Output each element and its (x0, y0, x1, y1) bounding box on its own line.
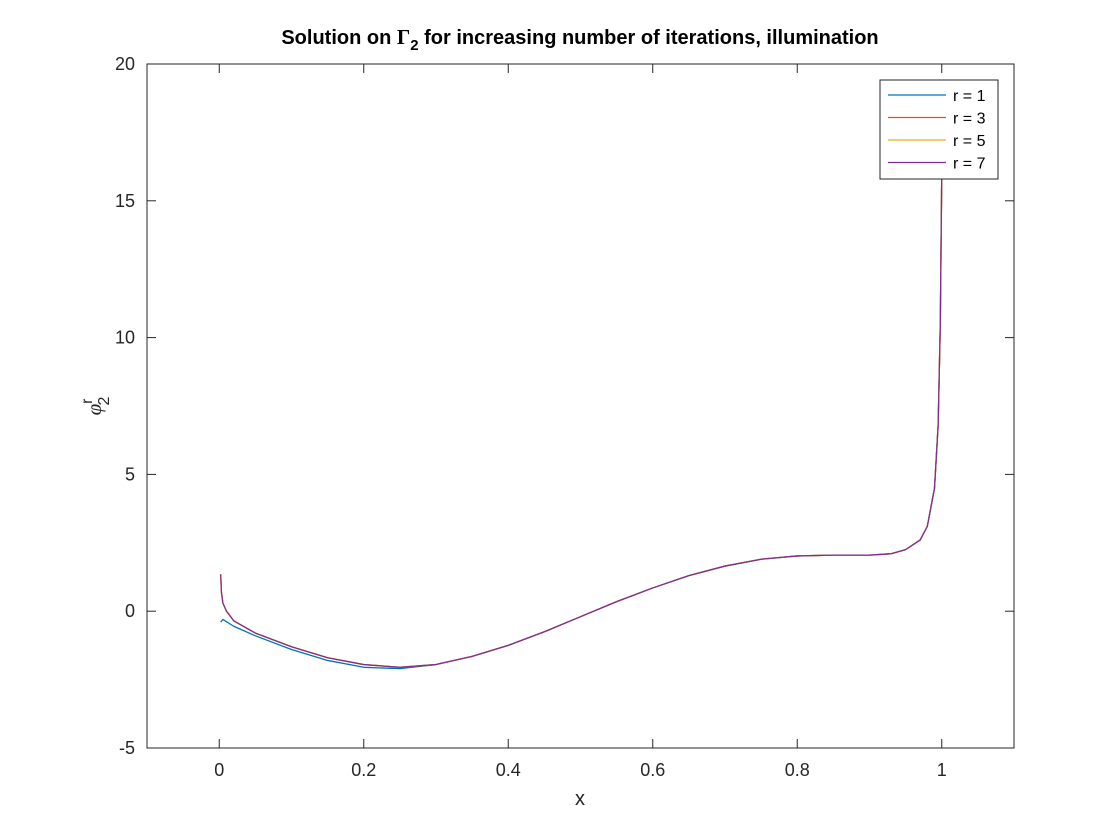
legend: r = 1 r = 3 r = 5 r = 7 (879, 79, 999, 180)
plot-area (146, 63, 1015, 749)
y-label-superscript: r (79, 398, 96, 404)
y-tick-label: 20 (115, 54, 135, 74)
y-tick-label: -5 (119, 738, 135, 758)
title-gamma-symbol: Γ (397, 25, 410, 49)
legend-entry-label: r = 3 (953, 111, 986, 128)
y-tick-label: 5 (125, 464, 135, 484)
series-line-r7 (220, 173, 943, 668)
legend-entry-label: r = 7 (953, 156, 986, 173)
legend-entry-label: r = 5 (953, 133, 986, 150)
axis-ticks: 0 0.2 0.4 0.6 0.8 1 -5 0 5 10 15 20 (115, 54, 1014, 780)
x-tick-label: 0 (214, 760, 224, 780)
x-tick-label: 0.6 (640, 760, 665, 780)
y-tick-label: 15 (115, 191, 135, 211)
y-tick-label: 0 (125, 601, 135, 621)
x-tick-label: 0.8 (785, 760, 810, 780)
legend-entry-label: r = 1 (953, 88, 986, 105)
x-tick-label: 0.4 (496, 760, 521, 780)
y-axis-label: φr2 (79, 396, 113, 415)
x-tick-label: 0.2 (351, 760, 376, 780)
x-tick-label: 1 (937, 760, 947, 780)
x-axis-label: x (575, 788, 585, 810)
series-lines (220, 173, 943, 670)
chart-title: Solution on Γ2 for increasing number of … (281, 25, 878, 54)
y-label-phi: φ (82, 403, 106, 415)
title-subscript: 2 (410, 37, 418, 54)
y-label-subscript: 2 (96, 396, 113, 405)
y-tick-label: 10 (115, 328, 135, 348)
